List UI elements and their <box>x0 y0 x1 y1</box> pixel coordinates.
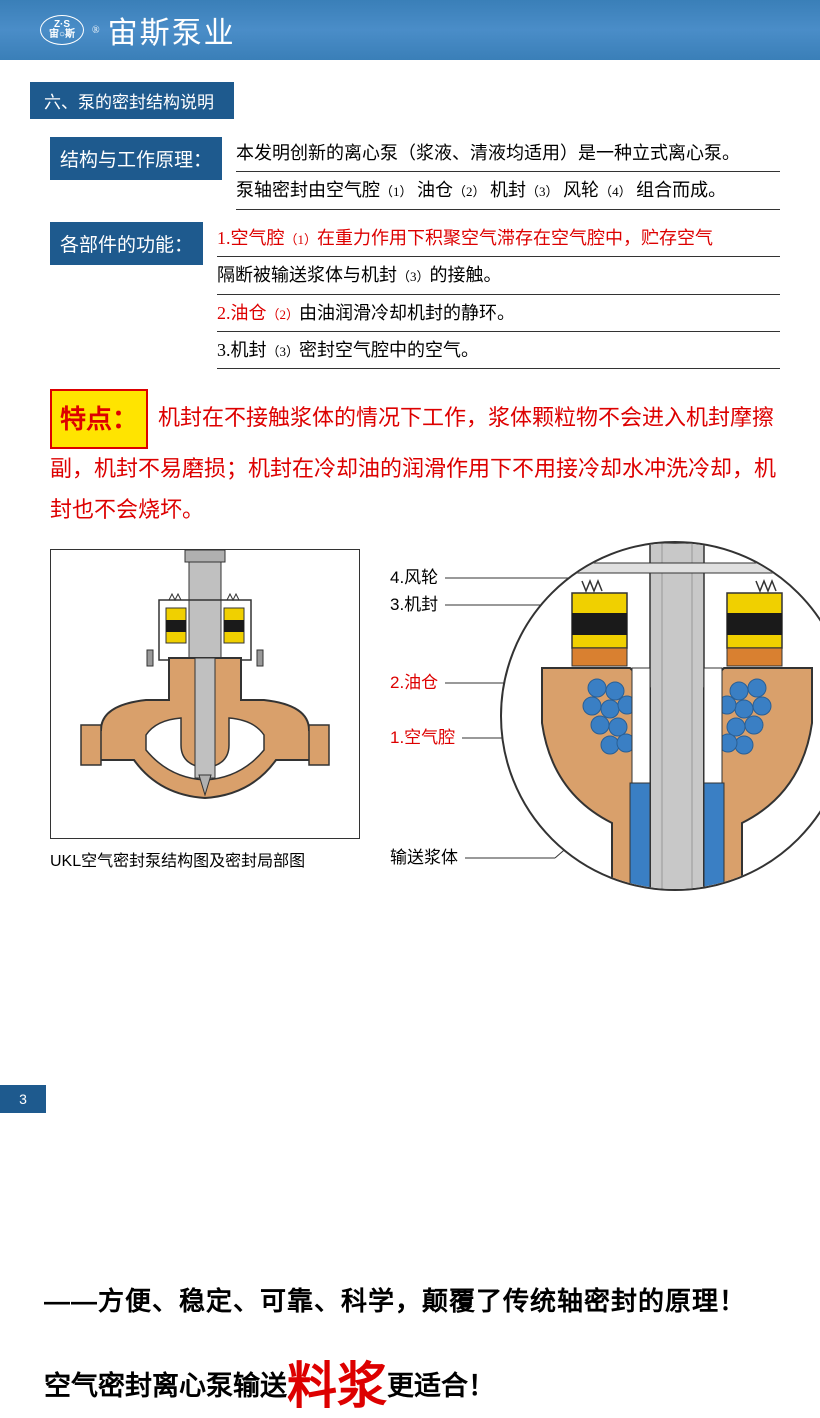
functions-desc: 1.空气腔（1）在重力作用下积聚空气滞存在空气腔中，贮存空气 隔断被输送浆体与机… <box>217 222 780 372</box>
callout-3: 3.机封 <box>390 596 438 613</box>
structure-line1: 本发明创新的离心泵（浆液、清液均适用）是一种立式离心泵。 <box>236 137 780 172</box>
section-title: 六、泵的密封结构说明 <box>30 82 234 119</box>
logo-mark: Z·S 宙○斯 <box>40 15 84 45</box>
page-number: 3 <box>0 1085 46 1113</box>
callout-4: 4.风轮 <box>390 569 438 586</box>
structure-row: 结构与工作原理： 本发明创新的离心泵（浆液、清液均适用）是一种立式离心泵。 泵轴… <box>50 137 780 212</box>
functions-row: 各部件的功能： 1.空气腔（1）在重力作用下积聚空气滞存在空气腔中，贮存空气 隔… <box>50 222 780 372</box>
structure-label: 结构与工作原理： <box>50 137 222 180</box>
structure-line2: 泵轴密封由空气腔（1） 油仓（2） 机封（3） 风轮（4） 组合而成。 <box>236 174 780 209</box>
diagram-left: UKL空气密封泵结构图及密封局部图 <box>50 549 360 871</box>
func-line4: 3.机封（3）密封空气腔中的空气。 <box>217 334 780 369</box>
functions-label: 各部件的功能： <box>50 222 203 265</box>
logo-bottom: 宙○斯 <box>49 30 75 40</box>
diagrams-area: UKL空气密封泵结构图及密封局部图 4.风轮 3.机封 2.油仓 1.空气腔 输… <box>50 549 780 871</box>
feature-block: 特点：机封在不接触浆体的情况下工作，浆体颗粒物不会进入机封摩擦副，机封不易磨损；… <box>50 389 780 530</box>
reg-mark: ® <box>92 25 100 36</box>
callout-0: 输送浆体 <box>390 849 458 866</box>
pump-detail-diagram <box>500 541 820 891</box>
feature-label: 特点： <box>50 389 148 449</box>
func-line2: 隔断被输送浆体与机封（3）的接触。 <box>217 259 780 294</box>
callout-2: 2.油仓 <box>390 674 438 691</box>
content-area: 结构与工作原理： 本发明创新的离心泵（浆液、清液均适用）是一种立式离心泵。 泵轴… <box>0 137 820 871</box>
bottom-line2: 空气密封离心泵输送料浆更适合！ <box>44 1346 776 1418</box>
bottom-text: ——方便、稳定、可靠、科学，颠覆了传统轴密封的原理！ 空气密封离心泵输送料浆更适… <box>0 1281 820 1418</box>
bottom-line1: ——方便、稳定、可靠、科学，颠覆了传统轴密封的原理！ <box>44 1281 776 1318</box>
header-bar: Z·S 宙○斯 ® 宙斯泵业 <box>0 0 820 60</box>
diagram-caption: UKL空气密封泵结构图及密封局部图 <box>50 847 360 871</box>
func-line3: 2.油仓（2）由油润滑冷却机封的静环。 <box>217 297 780 332</box>
feature-text: 机封在不接触浆体的情况下工作，浆体颗粒物不会进入机封摩擦副，机封不易磨损；机封在… <box>50 405 776 522</box>
structure-desc: 本发明创新的离心泵（浆液、清液均适用）是一种立式离心泵。 泵轴密封由空气腔（1）… <box>236 137 780 212</box>
func-line1: 1.空气腔（1）在重力作用下积聚空气滞存在空气腔中，贮存空气 <box>217 222 780 257</box>
company-name: 宙斯泵业 <box>108 8 236 52</box>
callout-1: 1.空气腔 <box>390 729 455 746</box>
pump-structure-diagram <box>50 549 360 839</box>
logo: Z·S 宙○斯 ® 宙斯泵业 <box>40 8 236 52</box>
